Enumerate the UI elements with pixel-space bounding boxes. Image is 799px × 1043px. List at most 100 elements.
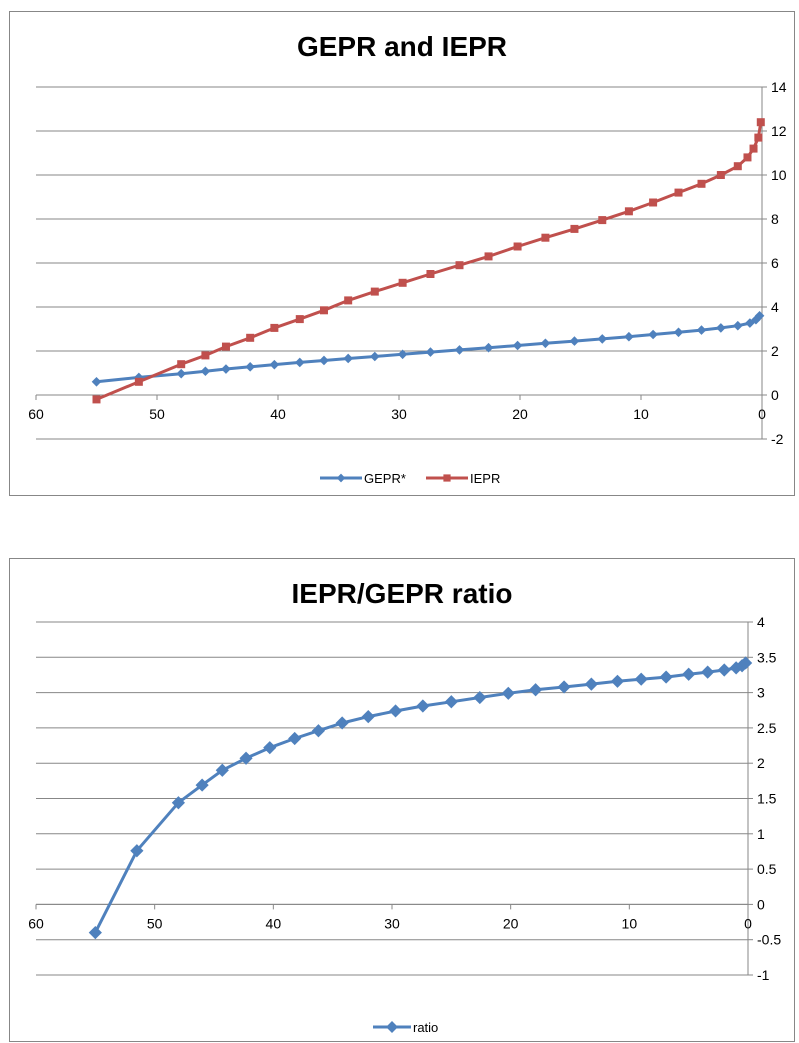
data-point [557, 680, 571, 694]
data-point [484, 252, 493, 261]
data-point [134, 372, 144, 383]
y-tick-label: 3 [757, 685, 765, 701]
chart-gepr-iepr-svg: GEPR and IEPR -2 0 2 4 6 8 10 12 14 60 50 40 30 20 10 0… [28, 31, 787, 486]
data-point [473, 690, 487, 705]
y-tick-label: 4 [771, 299, 779, 315]
data-point [696, 325, 707, 335]
data-point [269, 359, 280, 370]
data-point [513, 242, 522, 251]
data-point [540, 338, 551, 349]
data-point [598, 216, 607, 225]
chart-ratio: IEPR/GEPR ratio -1 -0.5 0 0.5 1 1.5 2 2.5 3 3.5 4 6… [9, 558, 795, 1042]
data-point [483, 342, 494, 353]
y-tick-label: 1.5 [757, 791, 777, 807]
data-point [295, 315, 304, 324]
data-point [344, 296, 353, 305]
data-point [717, 663, 731, 677]
data-point [92, 395, 101, 404]
x-tick-label: 20 [512, 406, 528, 422]
data-point [733, 320, 743, 331]
y-tick-label: 14 [771, 79, 787, 95]
data-point [682, 667, 696, 681]
data-point [584, 677, 598, 691]
data-point [246, 333, 255, 342]
data-point [425, 347, 436, 357]
data-point [754, 133, 763, 142]
legend-label: IEPR [470, 471, 500, 486]
x-tick-label: 10 [633, 406, 649, 422]
data-point [201, 351, 210, 360]
data-point [343, 353, 353, 364]
data-point [454, 345, 465, 355]
y-tick-label: -2 [771, 431, 784, 447]
data-point [91, 377, 102, 387]
x-tick-label: 60 [28, 406, 44, 422]
data-point [398, 278, 407, 287]
legend-label: GEPR* [364, 471, 406, 486]
series-line-iepr [95, 121, 763, 401]
data-point [649, 198, 658, 207]
y-tick-label: 0 [757, 896, 765, 912]
data-point [176, 368, 186, 379]
legend-marker [386, 1021, 398, 1033]
data-point [570, 224, 579, 233]
y-tick-label: 6 [771, 255, 779, 271]
x-tick-label: 30 [391, 406, 407, 422]
data-point [716, 323, 726, 333]
y-tick-label: -1 [757, 967, 770, 983]
chart-ratio-svg: IEPR/GEPR ratio -1 -0.5 0 0.5 1 1.5 2 2.5 3 3.5 4 6… [28, 578, 781, 1035]
data-point [528, 683, 543, 697]
x-tick-label: 40 [270, 406, 286, 422]
data-point [733, 162, 742, 171]
x-tick-label: 50 [147, 915, 163, 931]
data-point [370, 287, 379, 296]
data-point [270, 323, 279, 332]
data-point [749, 144, 758, 153]
data-point [674, 188, 683, 197]
data-point [416, 699, 430, 713]
data-point [288, 731, 302, 746]
data-point [673, 327, 684, 338]
data-point [388, 704, 403, 718]
data-point [444, 695, 458, 709]
data-point [311, 724, 326, 738]
data-point [648, 329, 658, 340]
data-point [569, 336, 580, 346]
data-point [88, 926, 102, 940]
data-point [221, 342, 230, 351]
data-point [754, 311, 765, 321]
y-tick-label: 8 [771, 211, 779, 227]
data-point [610, 674, 625, 688]
data-point [134, 377, 143, 386]
y-tick-label: 10 [771, 167, 787, 183]
data-point [512, 340, 523, 351]
y-tick-label: 1 [757, 826, 765, 842]
data-point [370, 351, 380, 362]
data-point [756, 118, 765, 127]
data-point [200, 366, 211, 377]
data-point [697, 179, 706, 188]
chart-gepr-iepr: GEPR and IEPR -2 0 2 4 6 8 10 12 14 60 50 40 30 20 10 0… [9, 11, 795, 496]
data-point [634, 672, 648, 686]
x-tick-label: 10 [622, 915, 638, 931]
legend-marker [336, 473, 346, 483]
x-tick-label: 0 [758, 406, 766, 422]
data-point [624, 207, 633, 216]
data-point [501, 686, 515, 700]
y-tick-label: 3.5 [757, 649, 777, 665]
data-point [624, 331, 634, 342]
data-point [361, 710, 375, 724]
x-tick-label: 40 [266, 915, 282, 931]
legend-marker [443, 474, 451, 482]
data-point [716, 171, 725, 179]
legend-label: ratio [413, 1020, 438, 1035]
data-point [541, 233, 550, 242]
data-point [130, 844, 144, 858]
data-point [739, 656, 753, 670]
y-tick-label: 2 [757, 755, 765, 771]
data-point [221, 364, 231, 374]
x-tick-label: 60 [28, 915, 44, 931]
data-point [455, 261, 464, 270]
data-point [397, 349, 408, 360]
series-line-gepr [96, 314, 761, 384]
